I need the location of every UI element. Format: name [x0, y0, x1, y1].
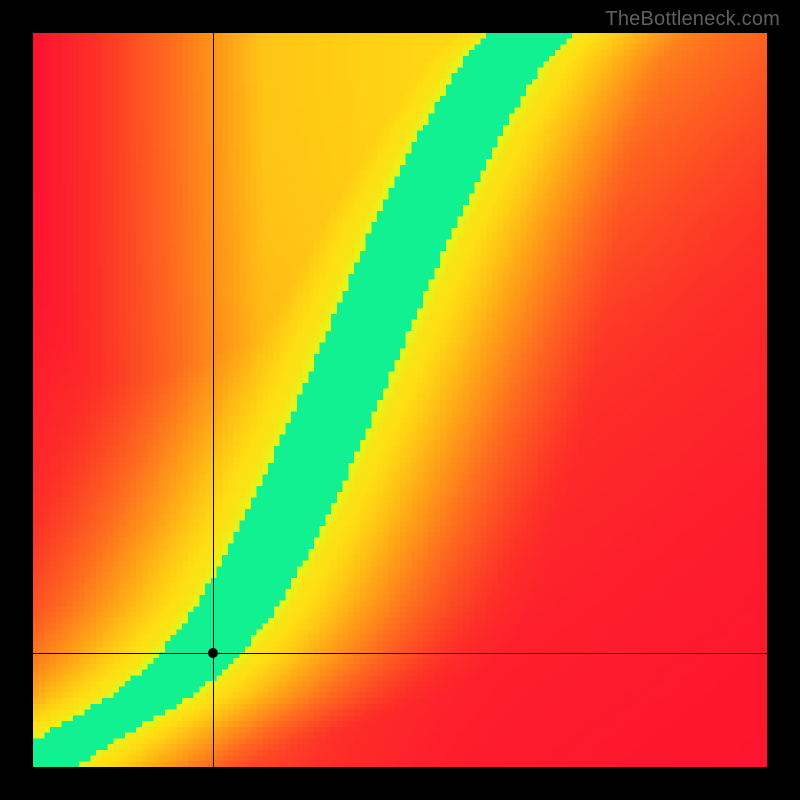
heatmap-canvas: [33, 33, 767, 767]
chart-container: TheBottleneck.com: [0, 0, 800, 800]
crosshair-horizontal: [33, 653, 767, 654]
watermark-text: TheBottleneck.com: [605, 8, 780, 31]
marker-dot: [208, 648, 218, 658]
plot-area: [33, 33, 767, 767]
